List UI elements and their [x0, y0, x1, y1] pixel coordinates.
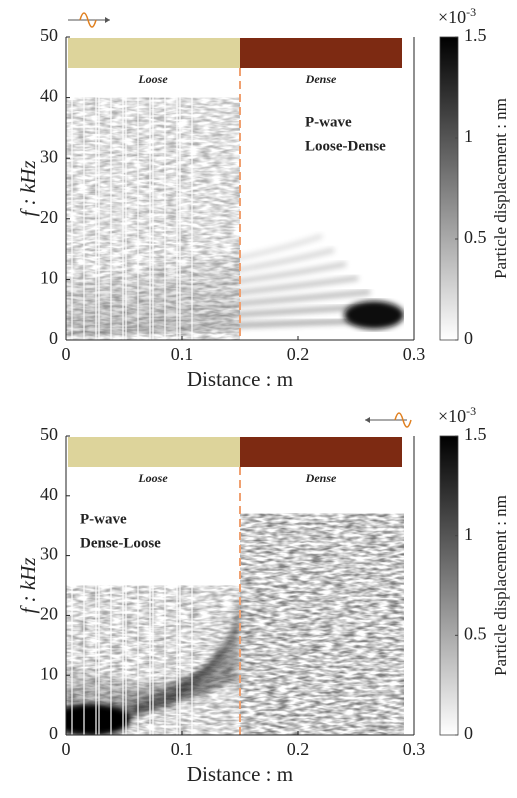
colorbar-tick-label: 0: [464, 723, 473, 743]
colorbar-label: Particle displacement : nm: [491, 495, 510, 676]
annotation: P-wave: [80, 511, 127, 527]
y-tick-label: 40: [40, 86, 58, 106]
multiplier-exponent: -3: [466, 5, 476, 19]
colorbar-multiplier: ×10-3: [438, 5, 476, 27]
heatmap-band: [66, 276, 359, 312]
material-label: Dense: [305, 72, 337, 86]
y-tick-label: 0: [49, 328, 58, 348]
y-tick-label: 40: [40, 484, 58, 504]
wave-arrowhead: [105, 17, 110, 23]
material-label: Dense: [305, 471, 337, 485]
x-tick-label: 0.2: [287, 344, 310, 364]
heatmap: [66, 77, 404, 340]
colorbar: [439, 36, 459, 341]
wave-icon: [79, 12, 97, 28]
annotation: Dense-Loose: [80, 535, 161, 551]
y-tick-label: 10: [40, 663, 58, 683]
dense-strip: [240, 437, 402, 467]
y-tick-label: 0: [49, 723, 58, 743]
x-tick-label: 0.2: [287, 739, 310, 759]
dense-strip: [240, 38, 402, 68]
colorbar-tick-label: 0.5: [464, 227, 487, 247]
annotation: P-wave: [305, 114, 352, 130]
x-tick-label: 0: [62, 739, 71, 759]
x-tick-label: 0.3: [403, 344, 426, 364]
y-tick-label: 20: [40, 604, 58, 624]
heatmap-band: [66, 248, 335, 296]
y-axis-label: f : kHz: [16, 161, 40, 217]
colorbar-label: Particle displacement : nm: [491, 98, 510, 279]
heatmap-band: [66, 637, 242, 706]
heatmap-band: [66, 234, 323, 288]
material-label: Loose: [137, 471, 168, 485]
x-axis-label: Distance : m: [187, 367, 293, 391]
x-tick-label: 0: [62, 344, 71, 364]
y-tick-label: 10: [40, 268, 58, 288]
x-tick-label: 0.3: [403, 739, 426, 759]
colorbar-tick-label: 1.5: [464, 25, 487, 45]
multiplier-base: ×10: [438, 7, 466, 27]
y-tick-label: 50: [40, 424, 58, 444]
x-tick-label: 0.1: [171, 344, 194, 364]
colorbar-tick-label: 1: [464, 126, 473, 146]
y-axis-label: f : kHz: [16, 558, 40, 614]
annotation: Loose-Dense: [305, 138, 386, 154]
y-tick-label: 30: [40, 146, 58, 166]
colorbar-tick-label: 0.5: [464, 623, 487, 643]
multiplier-base: ×10: [438, 406, 466, 426]
y-tick-label: 30: [40, 544, 58, 564]
heatmap-peak: [344, 301, 404, 329]
wave-arrowhead: [365, 417, 370, 423]
x-tick-label: 0.1: [171, 739, 194, 759]
material-label: Loose: [137, 72, 168, 86]
colorbar-tick-label: 1: [464, 524, 473, 544]
heatmap-peak: [66, 704, 131, 735]
loose-strip: [68, 437, 240, 467]
colorbar-tick-label: 1.5: [464, 424, 487, 444]
y-tick-label: 50: [40, 25, 58, 45]
y-tick-label: 20: [40, 207, 58, 227]
colorbar-tick-label: 0: [464, 328, 473, 348]
multiplier-exponent: -3: [466, 404, 476, 418]
heatmap-band: [66, 262, 347, 304]
colorbar-multiplier: ×10-3: [438, 404, 476, 426]
heatmap: [66, 476, 404, 735]
heatmap-band: [66, 602, 243, 690]
wave-icon: [394, 412, 412, 428]
heatmap-texture: [240, 513, 404, 735]
loose-strip: [68, 38, 240, 68]
colorbar: [439, 435, 459, 736]
x-axis-label: Distance : m: [187, 762, 293, 786]
